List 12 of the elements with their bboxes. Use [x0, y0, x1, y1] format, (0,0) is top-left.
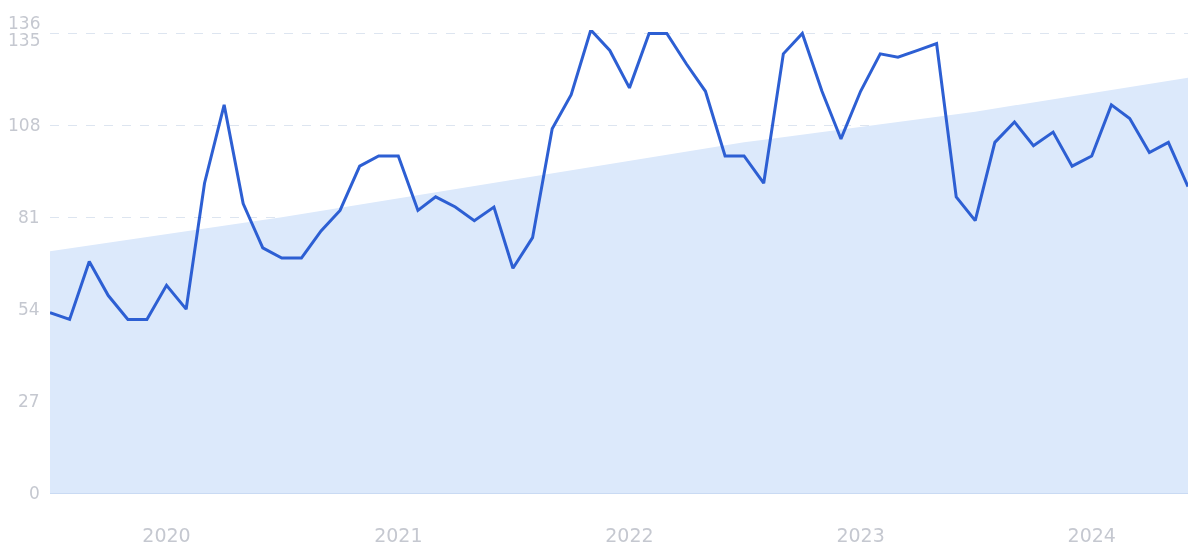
y-tick-label: 54 — [18, 299, 40, 319]
y-tick-label: 0 — [29, 483, 40, 503]
x-tick-label: 2022 — [605, 523, 654, 546]
y-tick-label: 108 — [8, 115, 41, 135]
y-tick-label: 81 — [18, 207, 40, 227]
y-tick-label: 136 — [8, 13, 41, 33]
y-tick-label: 27 — [18, 391, 40, 411]
x-tick-label: 2020 — [142, 523, 191, 546]
x-tick-label: 2023 — [836, 523, 885, 546]
y-tick-label: 135 — [8, 30, 41, 50]
x-tick-label: 2021 — [374, 523, 423, 546]
x-tick-label: 2024 — [1067, 523, 1116, 546]
